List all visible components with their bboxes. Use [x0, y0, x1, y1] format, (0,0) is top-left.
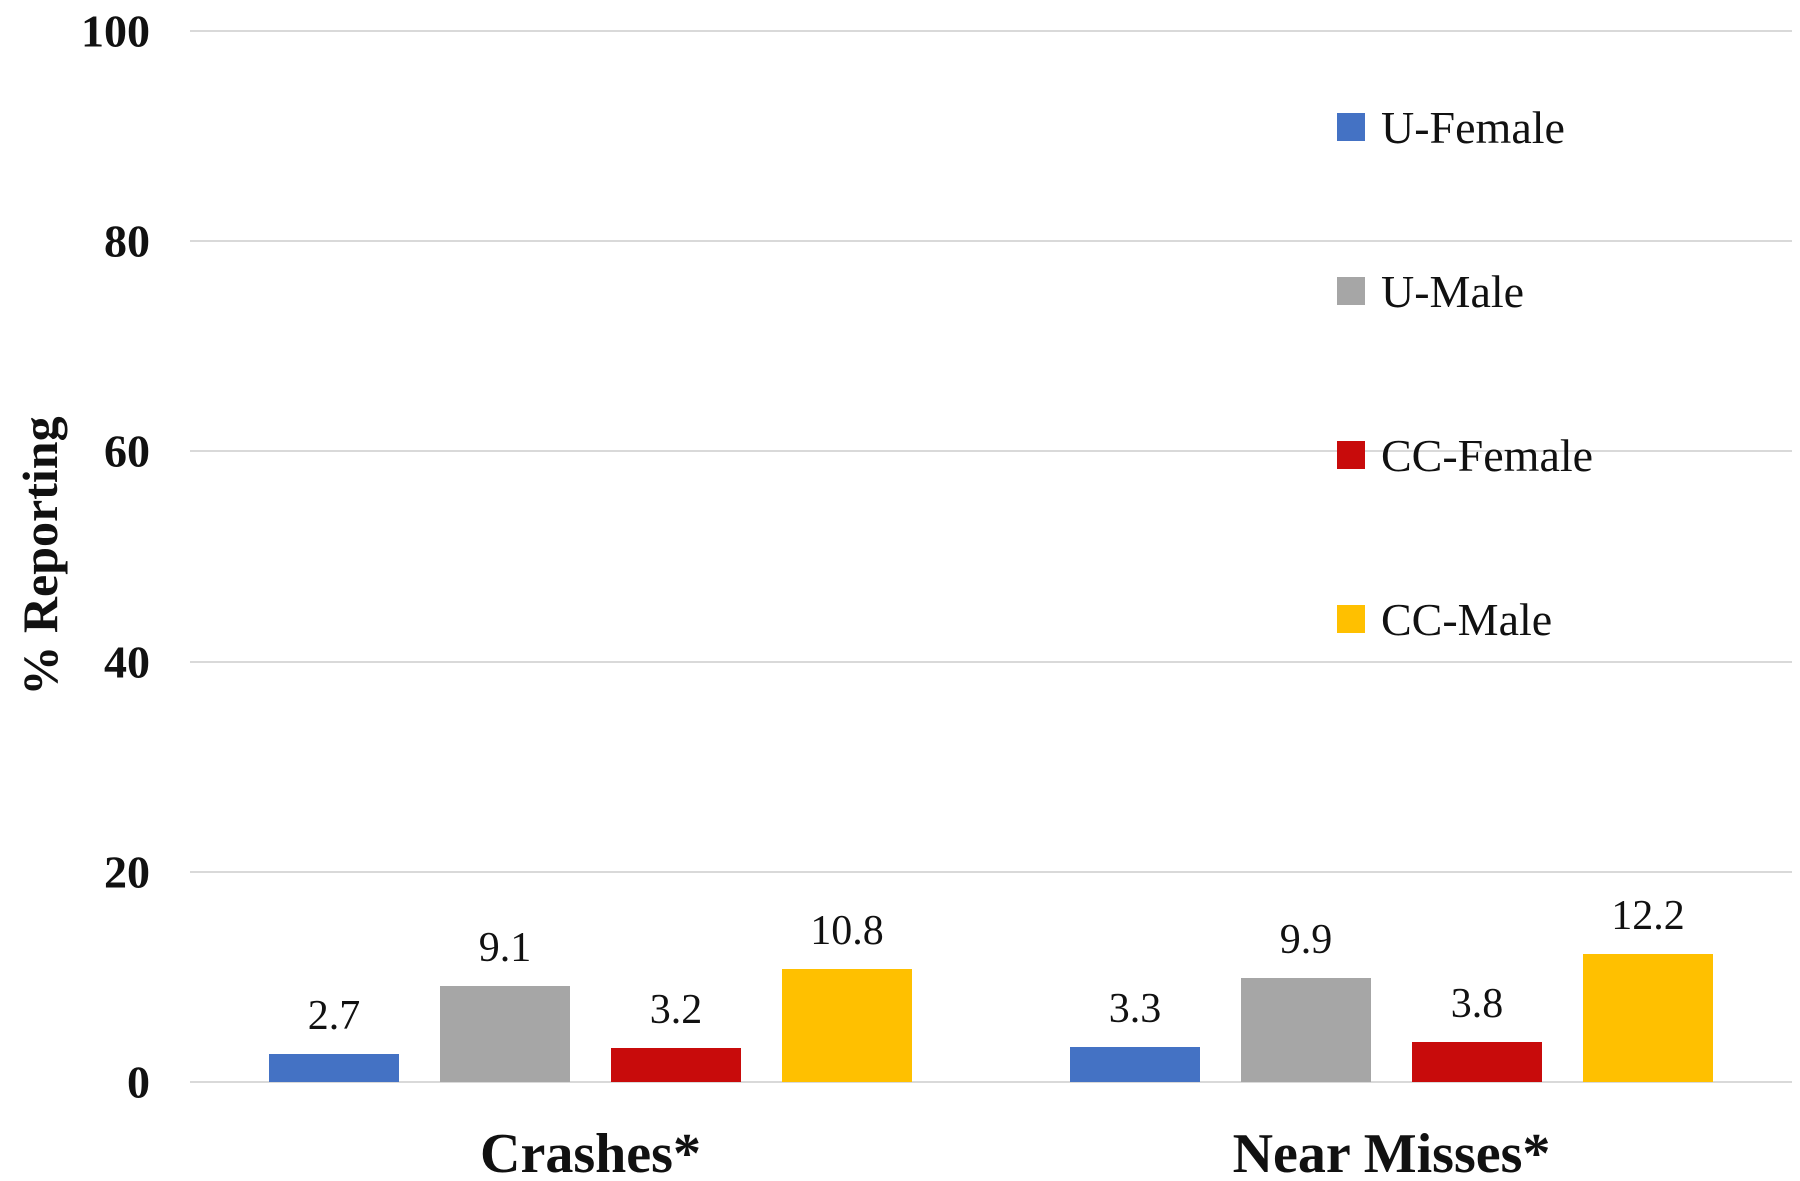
legend-item-u-male: U-Male: [1337, 266, 1593, 317]
y-tick-label-80: 80: [104, 215, 150, 267]
bar-value-label-cc-female-nearmisses: 3.8: [1450, 981, 1504, 1028]
legend-label-u-female: U-Female: [1381, 101, 1565, 153]
bar-value-label-u-male-nearmisses: 9.9: [1279, 916, 1333, 963]
gridline-80: [190, 240, 1792, 243]
bar-value-label-u-female-crashes: 2.7: [307, 992, 361, 1039]
y-tick-label-60: 60: [104, 425, 150, 477]
bar-u-male-nearmisses: [1241, 977, 1371, 1082]
legend: U-Female U-Male CC-Female CC-Male: [1337, 102, 1593, 645]
plot-area: 2.7 9.1 3.2 10.8 3.3 9.9 3.8 12.2: [190, 30, 1792, 1083]
legend-label-cc-male: CC-Male: [1381, 593, 1553, 645]
bar-value-label-u-male-crashes: 9.1: [478, 925, 532, 972]
category-label-crashes: Crashes*: [480, 1123, 701, 1181]
gridline-0: [190, 1081, 1792, 1083]
bar-u-male-crashes: [440, 986, 570, 1082]
gridline-100: [190, 30, 1792, 32]
bar-value-label-u-female-nearmisses: 3.3: [1108, 986, 1162, 1033]
bar-u-female-nearmisses: [1070, 1047, 1200, 1082]
bar-value-label-cc-female-crashes: 3.2: [649, 987, 703, 1034]
gridline-40: [190, 660, 1792, 663]
legend-swatch-icon-cc-female: [1337, 441, 1365, 469]
bar-cc-female-nearmisses: [1412, 1042, 1542, 1082]
y-tick-label-0: 0: [127, 1056, 150, 1108]
y-tick-label-100: 100: [81, 5, 150, 57]
bar-cc-female-crashes: [611, 1048, 741, 1082]
bar-cc-male-crashes: [782, 968, 912, 1082]
gridline-60: [190, 450, 1792, 453]
legend-item-cc-female: CC-Female: [1337, 430, 1593, 481]
gridline-20: [190, 870, 1792, 873]
bar-value-label-cc-male-nearmisses: 12.2: [1611, 892, 1685, 939]
y-tick-label-20: 20: [104, 846, 150, 898]
legend-swatch-icon-u-female: [1337, 113, 1365, 141]
category-label-nearmisses: Near Misses*: [1232, 1123, 1551, 1181]
y-tick-label-40: 40: [104, 636, 150, 688]
legend-label-cc-female: CC-Female: [1381, 429, 1594, 481]
x-axis-labels: Crashes* Near Misses*: [190, 1082, 1792, 1181]
legend-item-cc-male: CC-Male: [1337, 594, 1593, 645]
bar-value-label-cc-male-crashes: 10.8: [810, 907, 884, 954]
legend-label-u-male: U-Male: [1381, 265, 1525, 317]
legend-swatch-icon-cc-male: [1337, 605, 1365, 633]
legend-item-u-female: U-Female: [1337, 102, 1593, 153]
bar-cc-male-nearmisses: [1583, 953, 1713, 1082]
bar-u-female-crashes: [269, 1053, 399, 1082]
legend-swatch-icon-u-male: [1337, 277, 1365, 305]
